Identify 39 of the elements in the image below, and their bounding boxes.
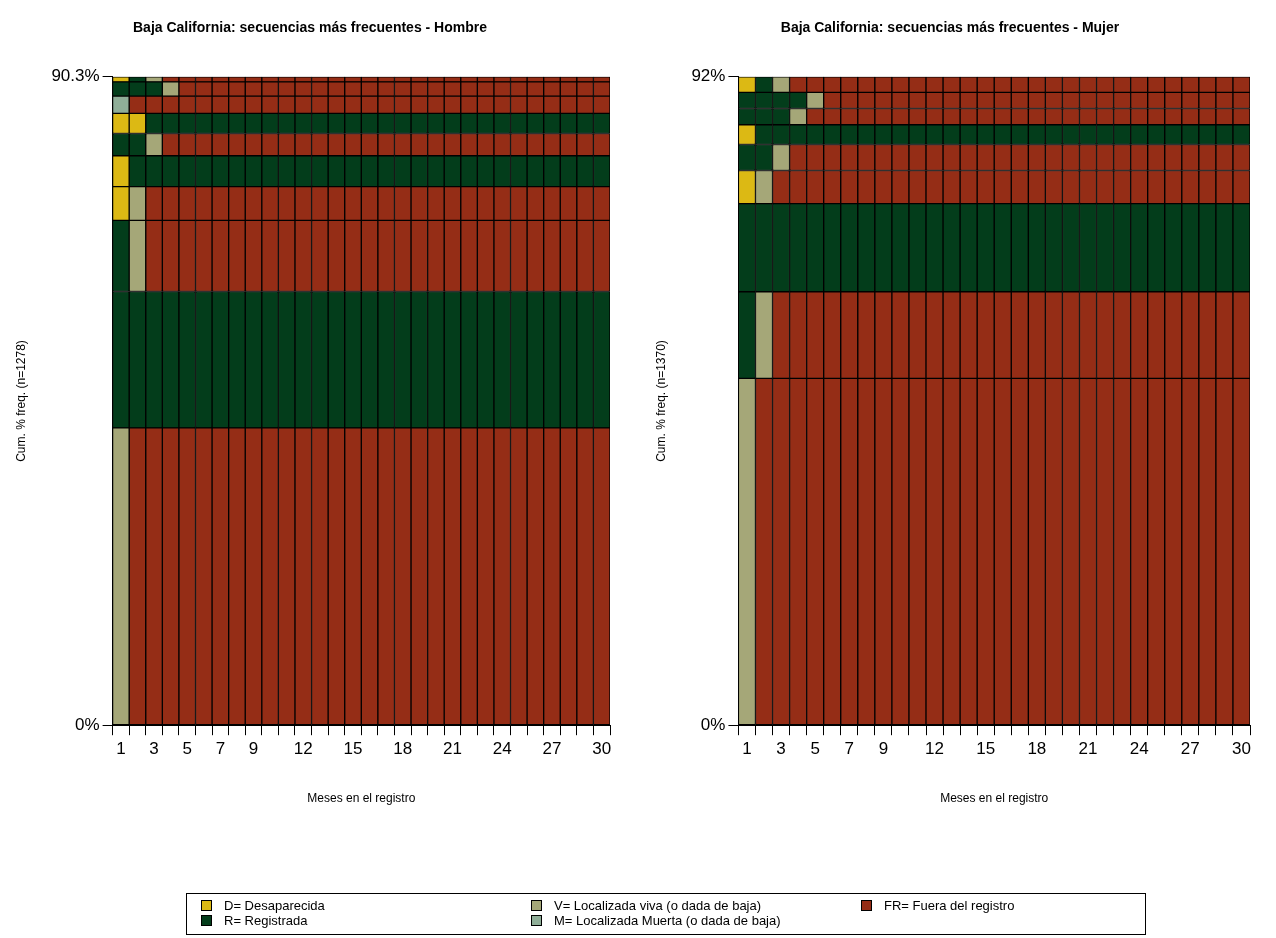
x-tick-label: 30 <box>1232 739 1251 759</box>
x-tick-label: 24 <box>492 739 512 759</box>
x-tick-label: 3 <box>776 739 786 759</box>
legend-label: V= Localizada viva (o dada de baja) <box>554 898 762 913</box>
x-tick-label: 1 <box>116 739 126 759</box>
x-tick-label: 18 <box>1027 739 1047 759</box>
x-tick-label: 15 <box>343 739 363 759</box>
x-tick-label: 27 <box>1180 739 1200 759</box>
x-tick-label: 21 <box>443 739 462 759</box>
y-tick-label: 90.3% <box>51 66 100 86</box>
x-tick-label: 15 <box>976 739 996 759</box>
x-tick-label: 5 <box>810 739 820 759</box>
y-tick-label: 0% <box>700 714 726 734</box>
x-tick-label: 27 <box>542 739 562 759</box>
x-axis-title: Meses en el registro <box>307 791 416 806</box>
x-tick-label: 24 <box>1129 739 1149 759</box>
x-tick-label: 9 <box>248 739 259 759</box>
legend-label: FR= Fuera del registro <box>884 898 1015 913</box>
y-axis-title: Cum. % freq. (n=1278) <box>13 340 28 462</box>
legend-label: R= Registrada <box>224 913 308 928</box>
x-tick-label: 7 <box>215 739 226 759</box>
x-tick-label: 21 <box>1078 739 1098 759</box>
x-tick-label: 3 <box>149 739 159 759</box>
chart-title: Baja California: secuencias más frecuentes - Hombre <box>132 19 488 36</box>
x-tick-label: 1 <box>742 739 752 759</box>
legend-label: M= Localizada Muerta (o dada de baja) <box>554 913 781 928</box>
x-tick-label: 12 <box>293 739 313 759</box>
x-tick-label: 18 <box>393 739 413 759</box>
x-tick-label: 30 <box>592 739 612 759</box>
y-axis-title: Cum. % freq. (n=1370) <box>653 340 668 462</box>
x-tick-label: 5 <box>182 739 192 759</box>
chart-title: Baja California: secuencias más frecuentes - Mujer <box>780 19 1120 36</box>
legend-label: D= Desaparecida <box>224 898 325 913</box>
x-axis-title: Meses en el registro <box>940 791 1049 806</box>
x-tick-label: 12 <box>925 739 944 759</box>
y-tick-label: 92% <box>691 66 726 86</box>
x-tick-label: 7 <box>844 739 854 759</box>
x-tick-label: 9 <box>878 739 889 759</box>
y-tick-label: 0% <box>75 714 100 734</box>
